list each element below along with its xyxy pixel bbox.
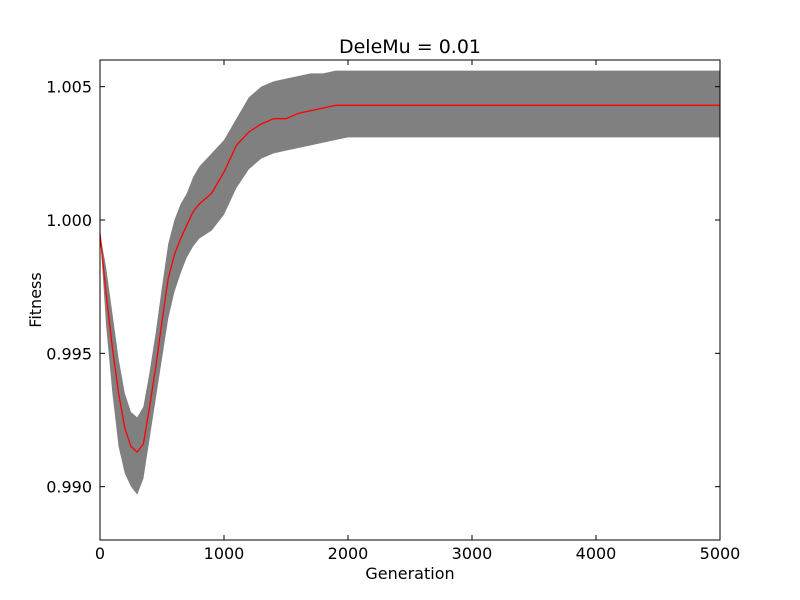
x-tick-label: 4000 xyxy=(576,544,617,563)
y-tick-label: 1.000 xyxy=(46,211,92,230)
y-tick-label: 1.005 xyxy=(46,78,92,97)
x-tick-label: 2000 xyxy=(328,544,369,563)
chart-title: DeleMu = 0.01 xyxy=(339,36,481,58)
x-tick-label: 5000 xyxy=(700,544,741,563)
x-tick-label: 3000 xyxy=(452,544,493,563)
spread-band xyxy=(100,70,720,495)
y-tick-label: 0.995 xyxy=(46,344,92,363)
plot-area xyxy=(99,70,720,495)
y-axis-label: Fitness xyxy=(26,272,45,327)
axis-ticks: 0 1000 2000 3000 4000 5000 0.990 0.995 1.000 1.00… xyxy=(46,60,740,563)
x-tick-label: 1000 xyxy=(204,544,245,563)
x-axis-label: Generation xyxy=(365,564,454,583)
y-tick-label: 0.990 xyxy=(46,478,92,497)
mean-fitness-line xyxy=(99,104,720,453)
axes-frame xyxy=(99,59,721,541)
x-tick-label: 0 xyxy=(95,544,105,563)
